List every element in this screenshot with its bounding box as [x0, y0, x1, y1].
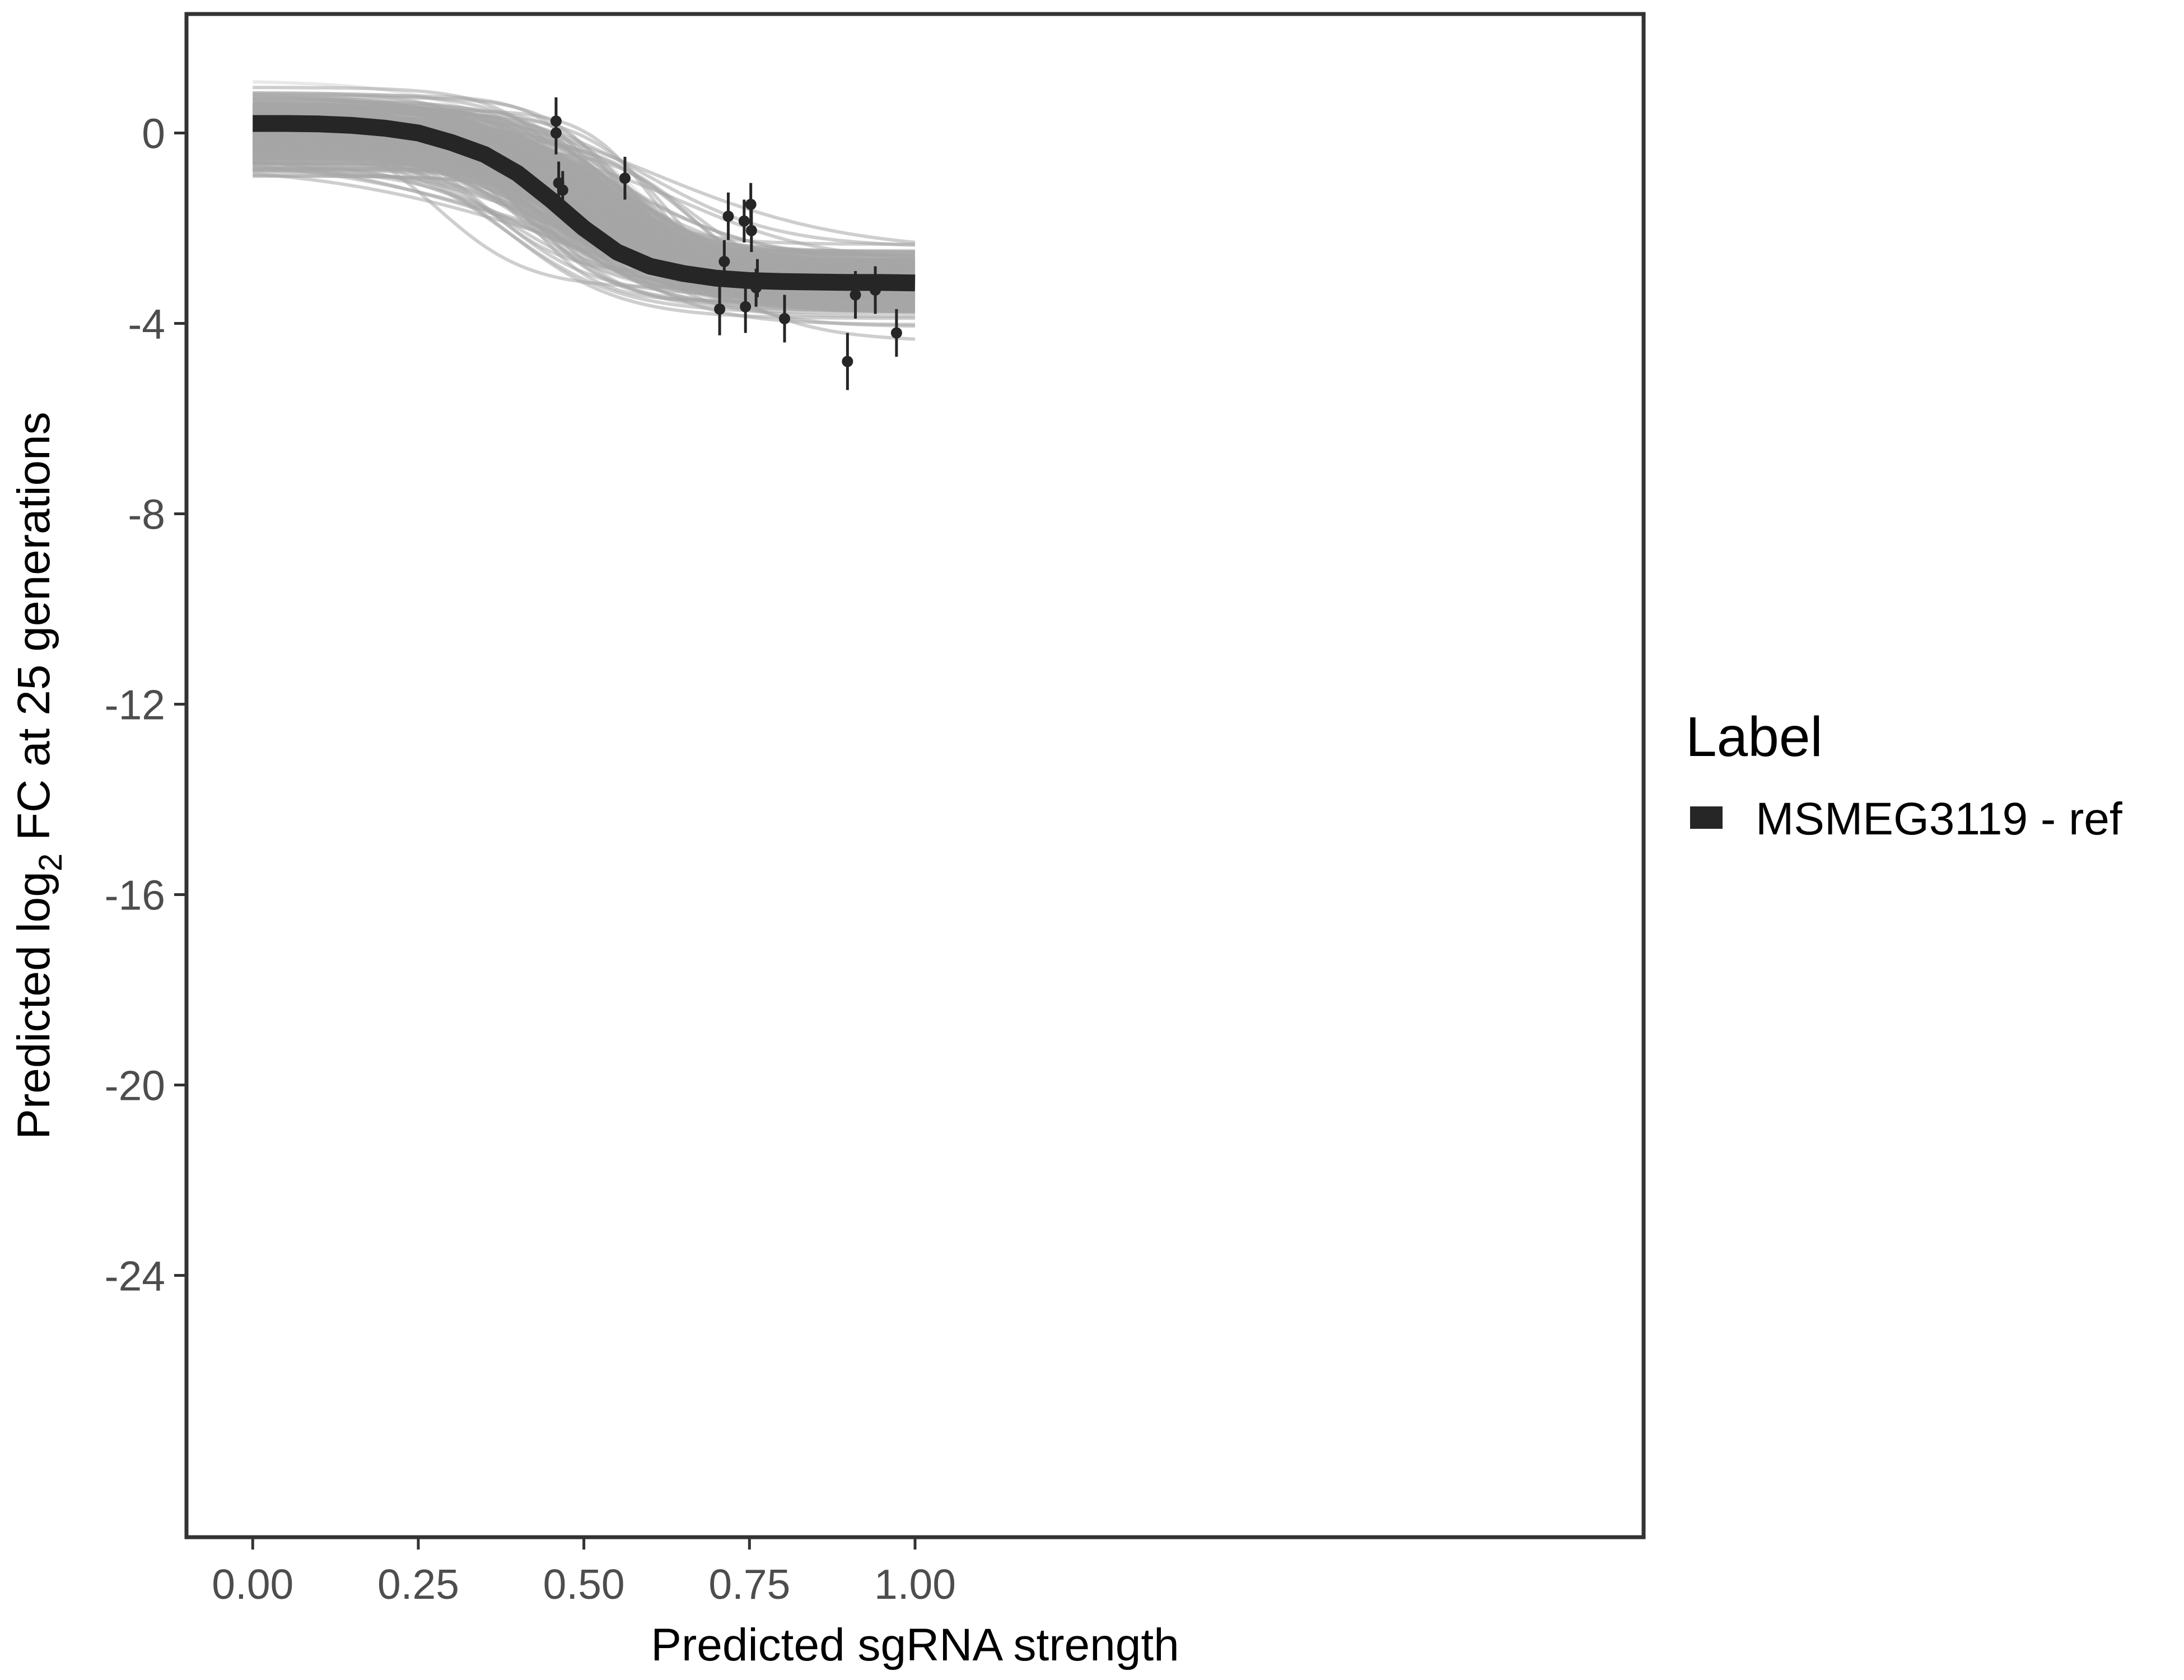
legend-title: Label	[1686, 706, 1823, 768]
y-tick-label: -4	[128, 301, 165, 348]
data-point	[714, 283, 726, 335]
x-tick-label: 0.00	[212, 1561, 293, 1608]
data-point	[890, 309, 902, 357]
x-tick-label: 1.00	[874, 1561, 956, 1608]
point-marker	[557, 184, 568, 196]
fitted-curve	[253, 115, 916, 292]
point-marker	[714, 304, 726, 315]
point-marker	[752, 272, 763, 284]
point-marker	[740, 301, 752, 312]
data-point	[722, 192, 734, 240]
point-marker	[842, 356, 853, 367]
posterior-line	[253, 138, 916, 341]
y-axis-title-suffix: FC at 25 generations	[8, 412, 59, 853]
point-marker	[619, 172, 631, 184]
y-tick-label: -20	[105, 1062, 165, 1109]
point-marker	[870, 284, 881, 296]
x-axis-title: Predicted sgRNA strength	[651, 1620, 1179, 1670]
data-point	[619, 157, 631, 200]
x-axis: 0.00 0.25 0.50 0.75 1.00	[212, 1539, 956, 1608]
legend-entry-label: MSMEG3119 - ref	[1756, 794, 2122, 844]
data-point	[738, 199, 750, 242]
point-marker	[779, 313, 791, 324]
legend: Label MSMEG3119 - ref	[1686, 706, 2122, 844]
point-marker	[745, 225, 757, 236]
y-tick-label: -24	[105, 1253, 165, 1300]
point-marker	[722, 211, 734, 222]
posterior-line	[253, 105, 915, 311]
y-tick-label: -16	[105, 872, 165, 919]
point-marker	[890, 327, 902, 339]
data-point	[740, 281, 752, 333]
x-tick-label: 0.50	[543, 1561, 625, 1608]
data-point	[557, 171, 568, 209]
legend-key-swatch	[1690, 806, 1723, 829]
data-point	[870, 266, 881, 314]
y-axis-title-subscript: 2	[32, 853, 69, 871]
y-axis: 0 -4 -8 -12 -16 -20 -24	[105, 110, 185, 1300]
data-point	[718, 240, 730, 283]
y-tick-label: -8	[128, 491, 165, 538]
point-marker	[718, 256, 730, 267]
data-points	[550, 97, 902, 390]
data-point	[779, 295, 791, 343]
point-marker	[745, 199, 757, 210]
x-tick-label: 0.75	[708, 1561, 790, 1608]
point-marker	[550, 127, 562, 139]
y-axis-title-prefix: Predicted log	[8, 871, 59, 1140]
y-axis-title: Predicted log2 FC at 25 generations	[8, 412, 69, 1139]
data-point	[850, 271, 861, 319]
data-point	[842, 333, 853, 390]
point-marker	[850, 289, 861, 301]
fitted-curve-group	[253, 115, 916, 292]
panel-border	[184, 12, 1646, 1539]
data-point	[752, 259, 763, 297]
y-tick-label: 0	[142, 110, 165, 157]
x-tick-label: 0.25	[377, 1561, 459, 1608]
point-marker	[738, 215, 750, 227]
data-point	[745, 209, 757, 252]
data-point	[550, 111, 562, 155]
posterior-line	[253, 129, 916, 261]
y-tick-label: -12	[105, 682, 165, 729]
